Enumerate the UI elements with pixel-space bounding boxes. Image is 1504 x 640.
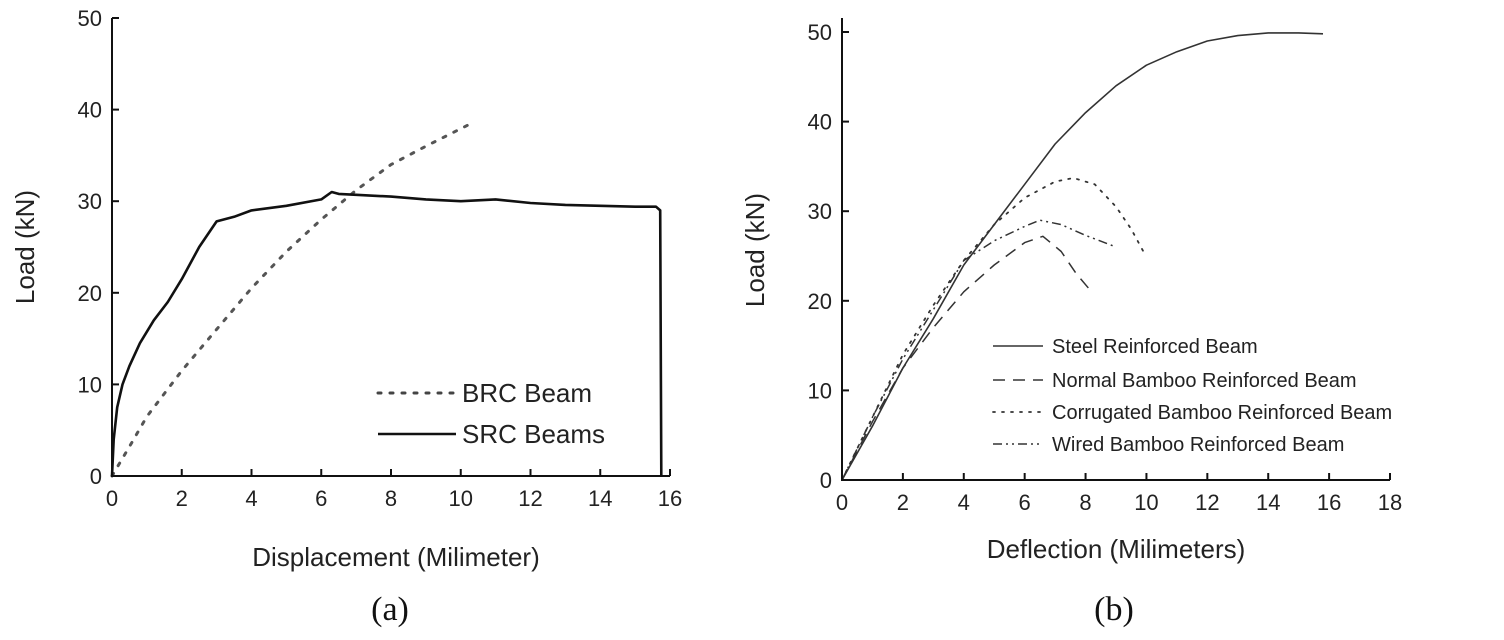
- panel-b-y-tick-label: 0: [820, 468, 832, 493]
- legend-label-steel-reinforced-beam: Steel Reinforced Beam: [1052, 336, 1258, 358]
- panel-b-x-axis-title: Deflection (Milimeters): [987, 534, 1246, 564]
- panel-b-y-tick-label: 40: [808, 110, 832, 135]
- panel-b-x-tick-label: 14: [1256, 490, 1280, 515]
- panel-b-x-tick-label: 2: [897, 490, 909, 515]
- panel-a-chart: 0 2 4 6 8 10 12 14 16 0 10 20 30 40 50 Displacement (…: [10, 6, 682, 628]
- panel-b-caption: (b): [1094, 591, 1134, 628]
- series-line-normal-bamboo-reinforced-beam: [841, 235, 1093, 481]
- panel-b-series-group: [841, 32, 1324, 481]
- panel-a-x-tick-label: 14: [588, 486, 612, 511]
- series-line-src-beams: [110, 190, 663, 477]
- panel-a-y-axis-title: Load (kN): [10, 190, 40, 304]
- panel-a-y-tick-label: 0: [90, 464, 102, 489]
- panel-a-x-tick-label: 0: [106, 486, 118, 511]
- panel-b-y-tick-label: 30: [808, 199, 832, 224]
- legend-label-src-beams: SRC Beams: [462, 419, 605, 449]
- panel-b-x-tick-label: 16: [1317, 490, 1341, 515]
- panel-a-y-ticks: 0 10 20 30 40 50: [78, 6, 119, 489]
- panel-a-x-axis-title: Displacement (Milimeter): [252, 542, 540, 572]
- panel-b-legend: Steel Reinforced Beam Normal Bamboo Rein…: [992, 336, 1392, 456]
- panel-a-caption: (a): [371, 591, 409, 628]
- panel-a-x-tick-label: 12: [518, 486, 542, 511]
- panel-b-y-tick-label: 10: [808, 378, 832, 403]
- panel-b-y-axis-title: Load (kN): [740, 193, 770, 307]
- panel-a-x-tick-label: 6: [315, 486, 327, 511]
- panel-b-y-tick-label: 20: [808, 289, 832, 314]
- panel-a-x-tick-label: 10: [449, 486, 473, 511]
- panel-a-y-tick-label: 50: [78, 6, 102, 31]
- panel-b-y-tick-label: 50: [808, 20, 832, 45]
- panel-b-x-tick-label: 18: [1378, 490, 1402, 515]
- panel-a-legend: BRC Beam SRC Beams: [376, 378, 605, 449]
- panel-b-x-tick-label: 6: [1019, 490, 1031, 515]
- panel-b-x-tick-label: 8: [1079, 490, 1091, 515]
- panel-b-x-ticks: 0 2 4 6 8 10 12 14 16 18: [836, 473, 1402, 515]
- panel-b-x-tick-label: 4: [958, 490, 970, 515]
- panel-a-y-tick-label: 30: [78, 189, 102, 214]
- panel-a-x-ticks: 0 2 4 6 8 10 12 14 16: [106, 469, 682, 511]
- legend-label-wired-bamboo-reinforced-beam: Wired Bamboo Reinforced Beam: [1052, 434, 1344, 456]
- legend-label-corrugated-bamboo-reinforced-beam: Corrugated Bamboo Reinforced Beam: [1052, 402, 1392, 424]
- panel-a-x-tick-label: 8: [385, 486, 397, 511]
- series-line-steel-reinforced-beam: [841, 32, 1324, 481]
- panel-a-y-tick-label: 10: [78, 372, 102, 397]
- panel-b-y-ticks: 0 10 20 30 40 50: [808, 20, 849, 493]
- legend-label-normal-bamboo-reinforced-beam: Normal Bamboo Reinforced Beam: [1052, 370, 1357, 392]
- panel-b-x-tick-label: 10: [1134, 490, 1158, 515]
- panel-b-chart: 0 2 4 6 8 10 12 14 16 18 0 10 20 30 40 50 Deflection (…: [740, 18, 1402, 628]
- panel-b-x-tick-label: 0: [836, 490, 848, 515]
- series-line-brc-beam: [110, 123, 470, 478]
- panel-a-x-tick-label: 16: [658, 486, 682, 511]
- series-line-wired-bamboo-reinforced-beam: [841, 219, 1117, 481]
- panel-a-y-tick-label: 40: [78, 98, 102, 123]
- legend-label-brc-beam: BRC Beam: [462, 378, 592, 408]
- panel-b-x-tick-label: 12: [1195, 490, 1219, 515]
- panel-a-series-group: [110, 123, 663, 478]
- panel-a-x-tick-label: 4: [245, 486, 257, 511]
- panel-a-y-tick-label: 20: [78, 281, 102, 306]
- panel-a-x-tick-label: 2: [176, 486, 188, 511]
